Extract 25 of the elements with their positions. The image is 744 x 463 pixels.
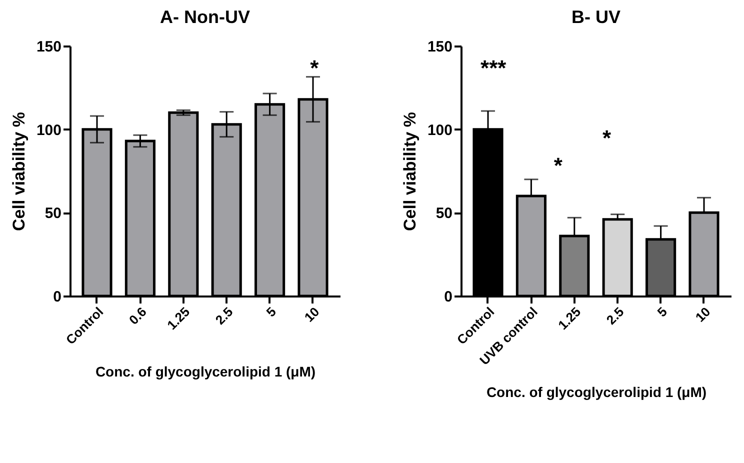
y-tick-label: 0 — [53, 288, 62, 306]
annotation: *** — [480, 56, 507, 80]
y-axis-title: Cell viability % — [400, 112, 420, 232]
x-tick-label: 10 — [301, 304, 322, 325]
x-tick-label: 10 — [692, 304, 714, 325]
x-tick-label: 2.5 — [603, 304, 627, 328]
y-tick-label: 150 — [427, 38, 452, 56]
y-axis-title: Cell viability % — [9, 112, 28, 232]
x-axis-title: Conc. of glycoglycerolipid 1 (μM) — [486, 384, 707, 400]
x-tick-label: 2.5 — [212, 304, 236, 328]
y-tick-label: 100 — [36, 122, 62, 139]
chart-title: B- UV — [572, 7, 620, 27]
y-tick-label: 100 — [427, 122, 452, 139]
y-tick-label: 0 — [444, 288, 452, 306]
annotation: * — [554, 153, 563, 178]
x-tick-label: 5 — [263, 304, 279, 320]
x-tick-label: 0.6 — [126, 304, 150, 328]
x-tick-label: 5 — [654, 304, 670, 320]
y-tick-label: 50 — [44, 205, 62, 222]
y-tick-label: 150 — [36, 38, 62, 56]
annotation: * — [310, 56, 320, 80]
x-axis-title: Conc. of glycoglycerolipid 1 (μM) — [95, 363, 316, 380]
annotation: * — [602, 126, 612, 150]
chart-title: A- Non-UV — [160, 7, 250, 27]
y-tick-label: 50 — [436, 205, 452, 222]
